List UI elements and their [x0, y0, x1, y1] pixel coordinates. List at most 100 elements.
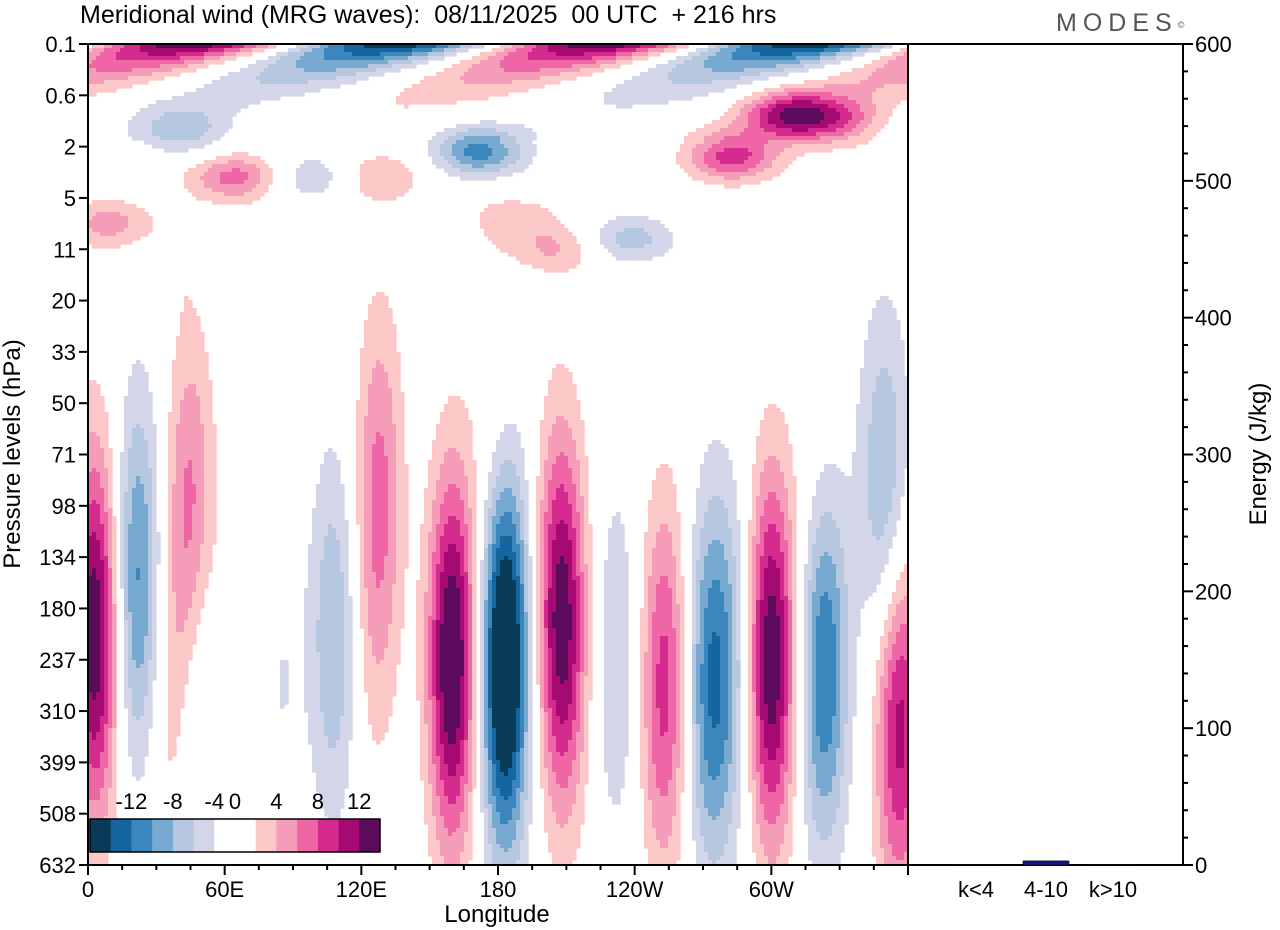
heatmap-cell	[668, 580, 677, 585]
heatmap-cell	[756, 440, 789, 445]
heatmap-cell	[104, 668, 109, 673]
heatmap-cell	[364, 536, 373, 541]
heatmap-cell	[852, 464, 869, 469]
heatmap-cell	[368, 628, 389, 633]
heatmap-cell	[732, 640, 737, 645]
heatmap-cell	[748, 588, 753, 593]
heatmap-cell	[524, 540, 529, 545]
heatmap-cell	[436, 492, 445, 497]
heatmap-cell	[676, 572, 681, 577]
heatmap-cell	[128, 448, 149, 453]
heatmap-cell	[712, 540, 721, 545]
heatmap-cell	[152, 516, 157, 521]
heatmap-cell	[108, 624, 113, 629]
heatmap-cell	[424, 500, 433, 505]
heatmap-cell	[464, 668, 469, 673]
heatmap-cell	[748, 668, 753, 673]
heatmap-cell	[212, 188, 253, 193]
heatmap-cell	[304, 656, 321, 661]
heatmap-cell	[644, 244, 673, 249]
heatmap-cell	[696, 660, 705, 665]
heatmap-cell	[756, 648, 761, 653]
heatmap-cell	[648, 628, 653, 633]
heatmap-cell	[692, 544, 701, 549]
heatmap-cell	[168, 416, 181, 421]
heatmap-cell	[536, 244, 561, 249]
heatmap-cell	[440, 152, 453, 157]
heatmap-cell	[344, 572, 349, 577]
heatmap-cell	[484, 664, 489, 669]
heatmap-cell	[876, 300, 893, 305]
heatmap-cell	[472, 656, 477, 661]
heatmap-cell	[528, 684, 533, 689]
heatmap-cell	[544, 660, 549, 665]
heatmap-cell	[696, 496, 713, 501]
heatmap-cell	[168, 424, 177, 429]
heatmap-cell	[732, 548, 741, 553]
heatmap-cell	[128, 388, 149, 393]
heatmap-cell	[564, 556, 573, 561]
heatmap-cell	[780, 116, 825, 121]
heatmap-cell	[468, 560, 473, 565]
heatmap-cell	[776, 104, 829, 109]
heatmap-cell	[260, 80, 309, 85]
heatmap-cell	[848, 136, 873, 141]
heatmap-cell	[204, 172, 221, 177]
heatmap-cell	[200, 552, 213, 557]
heatmap-cell	[784, 532, 793, 537]
heatmap-cell	[440, 608, 445, 613]
heatmap-cell	[172, 520, 185, 525]
heatmap-cell	[120, 496, 125, 501]
heatmap-cell	[424, 624, 429, 629]
heatmap-cell	[488, 536, 493, 541]
heatmap-cell	[576, 580, 581, 585]
heatmap-cell	[96, 536, 105, 541]
heatmap-cell	[692, 648, 697, 653]
heatmap-cell	[888, 680, 893, 685]
heatmap-cell	[472, 632, 477, 637]
heatmap-cell	[176, 472, 185, 477]
heatmap-cell	[320, 576, 345, 581]
heatmap-cell	[792, 52, 821, 57]
heatmap-cell	[676, 56, 693, 61]
heatmap-cell	[852, 112, 865, 117]
heatmap-cell	[356, 464, 365, 469]
heatmap-cell	[128, 120, 153, 125]
heatmap-cell	[580, 472, 589, 477]
heatmap-cell	[360, 620, 369, 625]
heatmap-cell	[200, 400, 213, 405]
heatmap-cell	[392, 400, 405, 405]
heatmap-cell	[436, 432, 473, 437]
heatmap-cell	[540, 596, 545, 601]
heatmap-cell	[876, 684, 881, 689]
heatmap-cell	[680, 676, 685, 681]
heatmap-cell	[432, 628, 437, 633]
heatmap-cell	[92, 48, 105, 53]
heatmap-cell	[644, 584, 649, 589]
heatmap-cell	[464, 684, 469, 689]
heatmap-cell	[124, 524, 129, 529]
heatmap-cell	[704, 156, 717, 161]
heatmap-cell	[468, 128, 497, 133]
heatmap-cell	[128, 532, 149, 537]
heatmap-cell	[828, 76, 869, 81]
heatmap-cell	[748, 600, 753, 605]
heatmap-cell	[88, 408, 105, 413]
heatmap-cell	[544, 524, 549, 529]
heatmap-cell	[100, 636, 105, 641]
heatmap-cell	[896, 400, 908, 405]
heatmap-cell	[440, 560, 445, 565]
heatmap-cell	[760, 656, 765, 661]
heatmap-cell	[380, 432, 397, 437]
heatmap-cell	[128, 628, 133, 633]
heatmap-cell	[552, 368, 569, 373]
heatmap-cell	[896, 584, 908, 589]
heatmap-cell	[712, 144, 765, 149]
heatmap-cell	[548, 532, 557, 537]
heatmap-cell	[88, 532, 93, 537]
heatmap-cell	[464, 152, 493, 157]
heatmap-cell	[548, 392, 577, 397]
heatmap-cell	[204, 444, 217, 449]
heatmap-cell	[780, 536, 785, 541]
heatmap-cell	[608, 220, 661, 225]
